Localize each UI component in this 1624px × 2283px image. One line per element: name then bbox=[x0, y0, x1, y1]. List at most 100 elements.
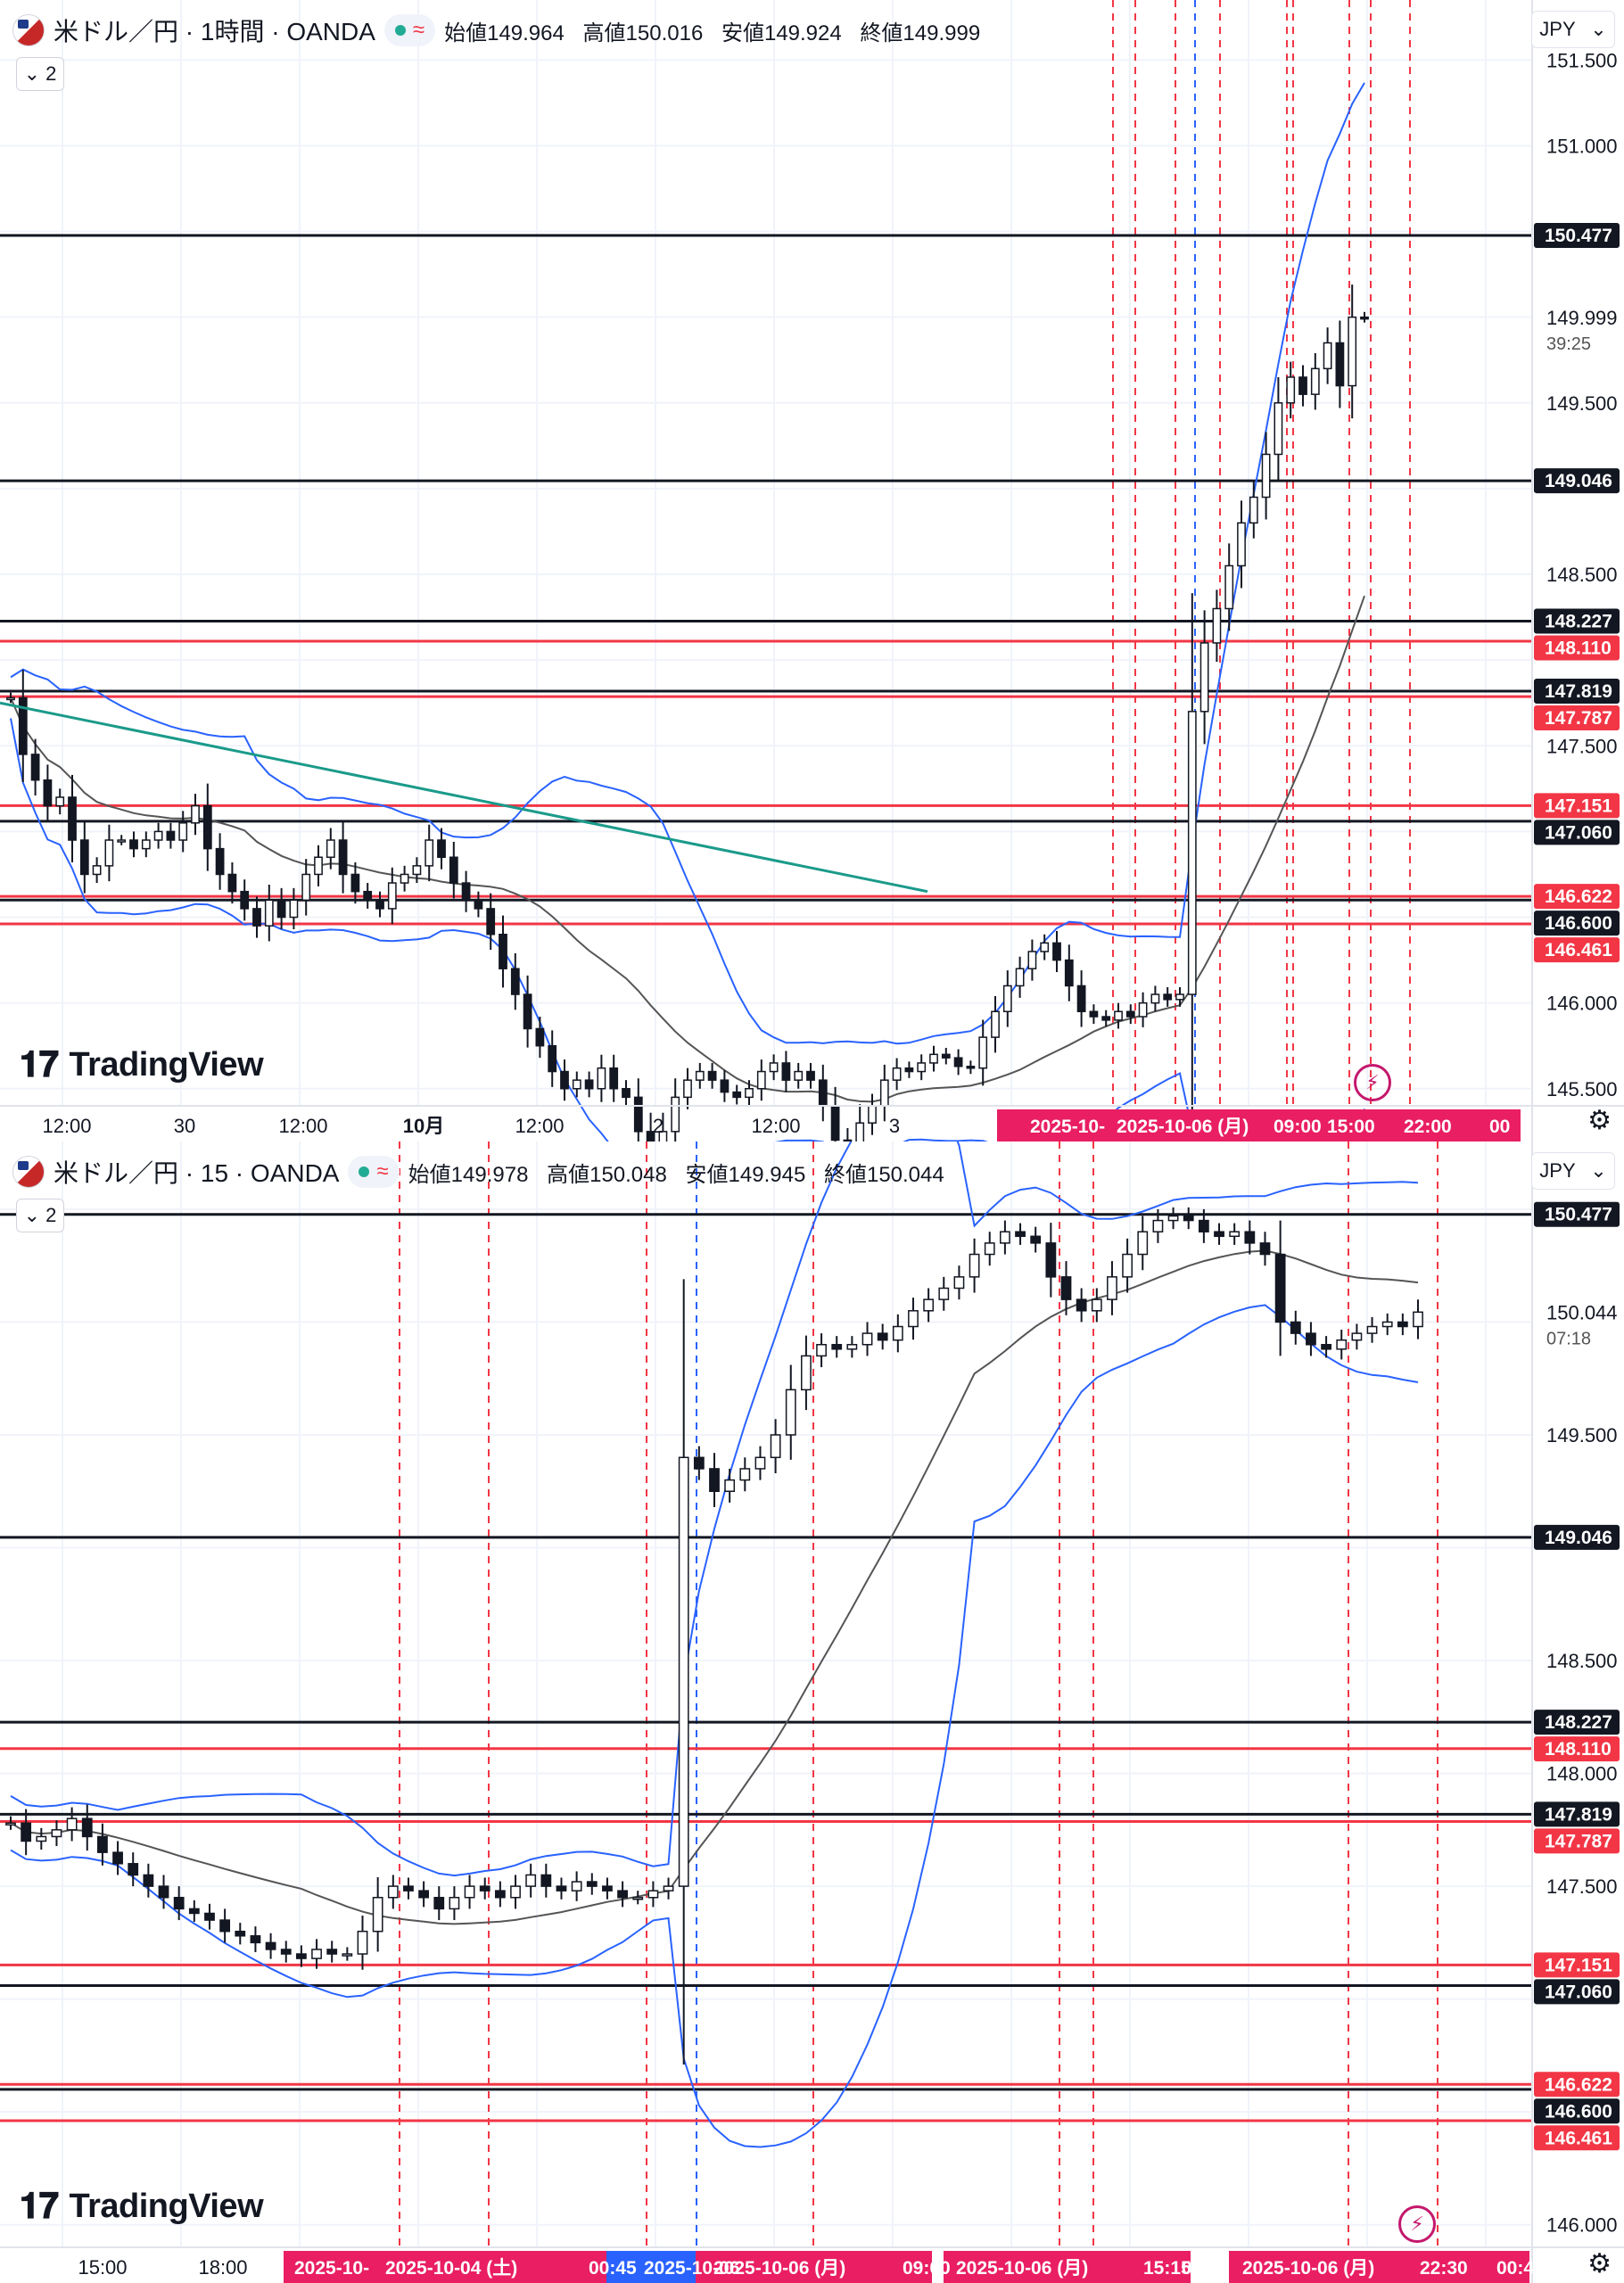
candle bbox=[632, 1891, 644, 1905]
candle bbox=[143, 1863, 154, 1898]
currency-selector[interactable]: JPY ⌄ bbox=[1531, 11, 1615, 48]
date-pill-label: 22:30 bbox=[1420, 2258, 1468, 2279]
candle bbox=[991, 995, 1000, 1053]
date-pill-label: 09:00 bbox=[903, 2258, 951, 2279]
candle bbox=[647, 1881, 659, 1908]
level-price-badge bbox=[1534, 1524, 1620, 1550]
candle bbox=[1249, 482, 1258, 539]
candle bbox=[1091, 1288, 1102, 1323]
level-price-label: 148.110 bbox=[1545, 1739, 1612, 1760]
candle bbox=[265, 1933, 276, 1959]
candle bbox=[892, 1314, 903, 1353]
date-pill-label: 2025-10-04 (土) bbox=[385, 2258, 517, 2279]
candle bbox=[215, 833, 225, 890]
candle bbox=[1290, 1310, 1301, 1345]
candle bbox=[908, 1298, 919, 1340]
candle bbox=[1122, 1238, 1134, 1293]
tradingview-logo[interactable]: 𝟏𝟕 TradingView bbox=[20, 2187, 264, 2226]
candle bbox=[556, 1877, 567, 1900]
candle bbox=[350, 862, 360, 904]
candle bbox=[1060, 1261, 1072, 1315]
level-price-label: 147.151 bbox=[1545, 1955, 1612, 1975]
candle bbox=[923, 1288, 935, 1323]
level-price-label: 147.060 bbox=[1545, 822, 1612, 843]
candle bbox=[1244, 1220, 1256, 1255]
candle bbox=[1198, 1208, 1209, 1243]
candle bbox=[425, 824, 434, 882]
candle bbox=[724, 1468, 736, 1503]
level-price-label: 146.461 bbox=[1545, 940, 1612, 960]
price-tick-label: 148.500 bbox=[1546, 1650, 1618, 1672]
time-range-highlight bbox=[1229, 2251, 1529, 2283]
candle bbox=[1366, 1316, 1378, 1343]
candle bbox=[188, 1900, 200, 1923]
chart-pane-15m[interactable]: 149.500 148.500 148.000 147.500 146.000 150.4… bbox=[0, 1142, 1624, 2283]
price-chart-1h[interactable]: 151.500 151.000 149.500 148.500 147.500 146.0… bbox=[0, 0, 1624, 1142]
candle bbox=[917, 1054, 927, 1081]
candle bbox=[929, 1045, 938, 1072]
candle bbox=[433, 1886, 445, 1921]
date-pill-label: 2025-10-06 bbox=[644, 2258, 739, 2279]
symbol-title[interactable]: 米ドル／円 · 15 · OANDA bbox=[54, 1159, 340, 1187]
indicators-collapse-button[interactable]: ⌄ 2 bbox=[16, 57, 64, 91]
settings-gear-icon[interactable]: ⚙ bbox=[1587, 2249, 1612, 2279]
candle bbox=[969, 1238, 980, 1293]
candle bbox=[861, 1322, 873, 1356]
flash-icon[interactable]: ⚡ bbox=[1398, 2205, 1436, 2243]
price-chart-15m[interactable]: 149.500 148.500 148.000 147.500 146.000 150.4… bbox=[0, 1142, 1624, 2283]
candle bbox=[173, 1886, 185, 1921]
time-tick-label: 2 bbox=[653, 1115, 664, 1137]
candles bbox=[6, 284, 1369, 1142]
flash-icon[interactable]: ⚡ bbox=[1354, 1064, 1391, 1101]
candle bbox=[375, 891, 384, 918]
candle bbox=[1397, 1313, 1408, 1336]
candle bbox=[540, 1863, 552, 1898]
level-price-badge bbox=[1534, 911, 1620, 936]
candle bbox=[678, 1279, 689, 2065]
candle bbox=[250, 1926, 261, 1952]
level-price-badge bbox=[1534, 1979, 1620, 2005]
chart-background bbox=[0, 1142, 1624, 2283]
symbol-title[interactable]: 米ドル／円 · 1時間 · OANDA bbox=[54, 18, 375, 45]
candle bbox=[474, 891, 483, 918]
candle bbox=[1229, 1223, 1241, 1245]
candle bbox=[1107, 1261, 1117, 1315]
candle bbox=[663, 1877, 674, 1900]
price-tick-label: 149.500 bbox=[1546, 1424, 1618, 1446]
candle bbox=[36, 1827, 47, 1850]
candle bbox=[602, 1877, 613, 1900]
currency-selector[interactable]: JPY ⌄ bbox=[1531, 1152, 1615, 1190]
candle bbox=[128, 1852, 139, 1887]
candle bbox=[326, 1941, 338, 1963]
settings-gear-icon[interactable]: ⚙ bbox=[1587, 1106, 1612, 1135]
candle bbox=[357, 1916, 368, 1970]
time-range-highlight bbox=[944, 2251, 1191, 2283]
level-price-label: 149.046 bbox=[1545, 471, 1612, 491]
candle bbox=[1323, 327, 1332, 384]
tradingview-logo[interactable]: 𝟏𝟕 TradingView bbox=[20, 1045, 264, 1084]
candle bbox=[510, 952, 520, 1010]
candles bbox=[5, 1207, 1423, 2065]
candle bbox=[295, 1945, 307, 1967]
candle bbox=[1351, 1323, 1363, 1350]
candle bbox=[153, 822, 163, 849]
candle bbox=[51, 1820, 62, 1847]
chart-pane-1h[interactable]: 151.500 151.000 149.500 148.500 147.500 146.0… bbox=[0, 0, 1624, 1142]
indicators-collapse-button[interactable]: ⌄ 2 bbox=[16, 1199, 64, 1232]
candle bbox=[240, 879, 250, 921]
level-price-label: 146.622 bbox=[1545, 2074, 1612, 2095]
chevron-down-icon: ⌄ bbox=[23, 62, 41, 85]
level-price-badge bbox=[1534, 1801, 1620, 1827]
candle bbox=[584, 1071, 594, 1098]
time-tick-label: 12:00 bbox=[278, 1115, 327, 1137]
candle bbox=[311, 1939, 322, 1969]
status-indicators[interactable]: ≈ bbox=[383, 14, 436, 46]
time-tick-label: 10月 bbox=[403, 1115, 444, 1137]
candle bbox=[892, 1058, 902, 1091]
bollinger-upper-line bbox=[10, 82, 1365, 1045]
level-price-label: 148.227 bbox=[1545, 612, 1612, 632]
status-indicators[interactable]: ≈ bbox=[348, 1156, 400, 1188]
time-tick-label: 12:00 bbox=[751, 1115, 800, 1137]
last-price-label: 149.999 bbox=[1546, 307, 1618, 329]
candle bbox=[1360, 311, 1369, 323]
